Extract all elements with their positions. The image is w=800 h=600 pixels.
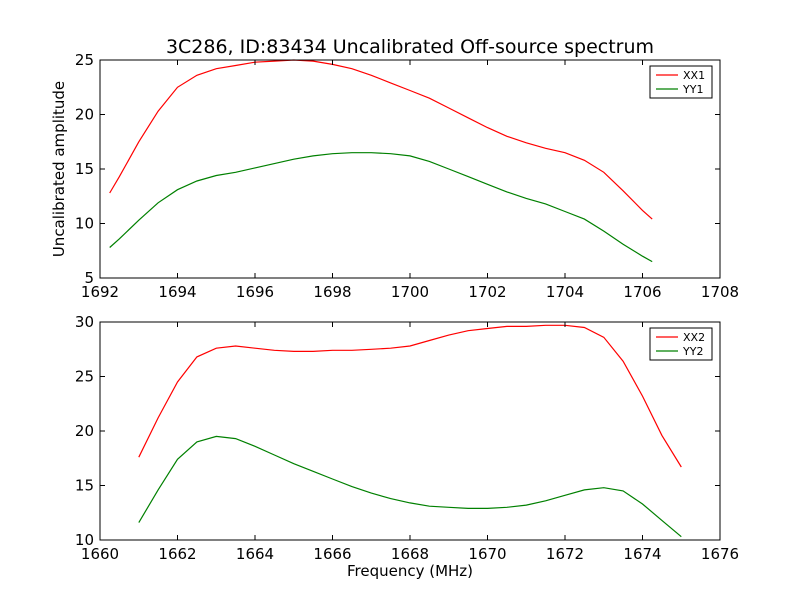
- x-tick-label: 1702: [468, 283, 506, 301]
- y-tick-label: 15: [75, 477, 94, 495]
- legend-box: [649, 65, 713, 99]
- x-axis-label: Frequency (MHz): [347, 562, 473, 580]
- chart-title: 3C286, ID:83434 Uncalibrated Off-source …: [166, 36, 654, 58]
- y-tick-label: 15: [75, 160, 94, 178]
- y-tick-label: 20: [75, 422, 94, 440]
- y-tick-label: 25: [75, 51, 94, 69]
- plot-frame: [99, 321, 721, 541]
- x-tick-label: 1698: [313, 283, 351, 301]
- x-tick-label: 1696: [236, 283, 274, 301]
- bottom-chart: Frequency (MHz) 1660 1662 1664 1666 1668 1670…: [75, 313, 739, 580]
- x-tick-label: 1706: [623, 283, 661, 301]
- series-line-yy2: [138, 435, 682, 538]
- y-tick-label: 5: [84, 269, 94, 287]
- y-tick-label: 10: [75, 531, 94, 549]
- x-tick-label: 1660: [81, 545, 119, 563]
- y-tick-label: 20: [75, 106, 94, 124]
- y-tick-label: 25: [75, 368, 94, 386]
- x-tick-label: 1674: [623, 545, 661, 563]
- x-tick-label: 1704: [546, 283, 584, 301]
- x-tick-label: 1662: [158, 545, 196, 563]
- x-tick-label: 1664: [236, 545, 274, 563]
- x-tick-label: 1676: [701, 545, 739, 563]
- x-tick-label: 1692: [81, 283, 119, 301]
- plot-frame: [99, 59, 721, 279]
- y-axis-label: Uncalibrated amplitude: [50, 81, 68, 257]
- y-tick-label: 30: [75, 313, 94, 331]
- legend-label-xx1: XX1: [683, 69, 705, 82]
- x-tick-label: 1700: [391, 283, 429, 301]
- y-tick-label: 10: [75, 215, 94, 233]
- legend-label-yy2: YY2: [682, 345, 703, 358]
- x-tick-label: 1668: [391, 545, 429, 563]
- x-tick-label: 1670: [468, 545, 506, 563]
- legend-box: [649, 327, 713, 361]
- x-tick-label: 1694: [158, 283, 196, 301]
- series-line-yy1: [109, 152, 653, 263]
- legend-label-yy1: YY1: [682, 83, 703, 96]
- x-tick-label: 1666: [313, 545, 351, 563]
- series-line-xx2: [138, 324, 682, 468]
- x-tick-label: 1672: [546, 545, 584, 563]
- legend-label-xx2: XX2: [683, 331, 705, 344]
- x-tick-label: 1708: [701, 283, 739, 301]
- top-chart: 3C286, ID:83434 Uncalibrated Off-source …: [50, 36, 739, 301]
- series-line-xx1: [109, 59, 653, 220]
